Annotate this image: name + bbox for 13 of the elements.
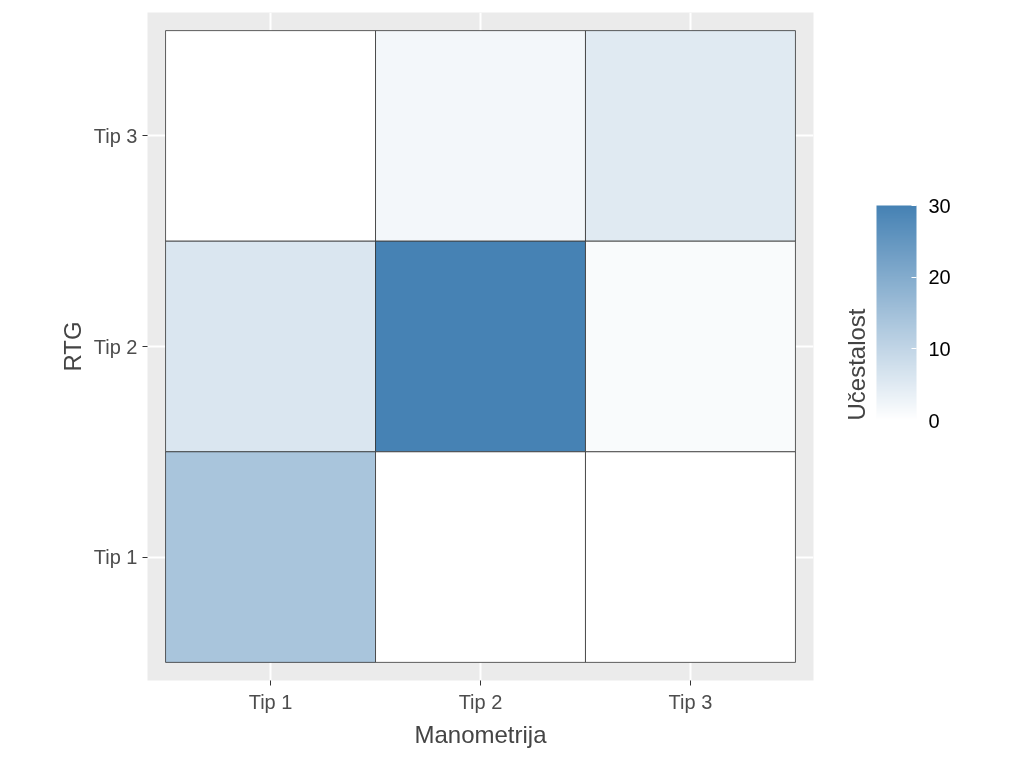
color-bar-label: 30 xyxy=(928,194,951,217)
legend-title: Učestalost xyxy=(842,308,870,421)
y-axis-title: RTG xyxy=(58,321,86,372)
x-tick-label: Tip 1 xyxy=(248,690,293,713)
color-bar-label: 20 xyxy=(928,266,951,289)
color-bar-label: 0 xyxy=(928,409,940,432)
y-tick-label: Tip 1 xyxy=(93,546,138,569)
color-bar-label: 10 xyxy=(928,337,951,360)
y-tick-label: Tip 2 xyxy=(93,335,138,358)
x-tick-label: Tip 2 xyxy=(458,690,503,713)
x-axis-title: Manometrija xyxy=(414,720,548,748)
y-tick-label: Tip 3 xyxy=(93,124,138,147)
x-tick-label: Tip 3 xyxy=(668,690,713,713)
